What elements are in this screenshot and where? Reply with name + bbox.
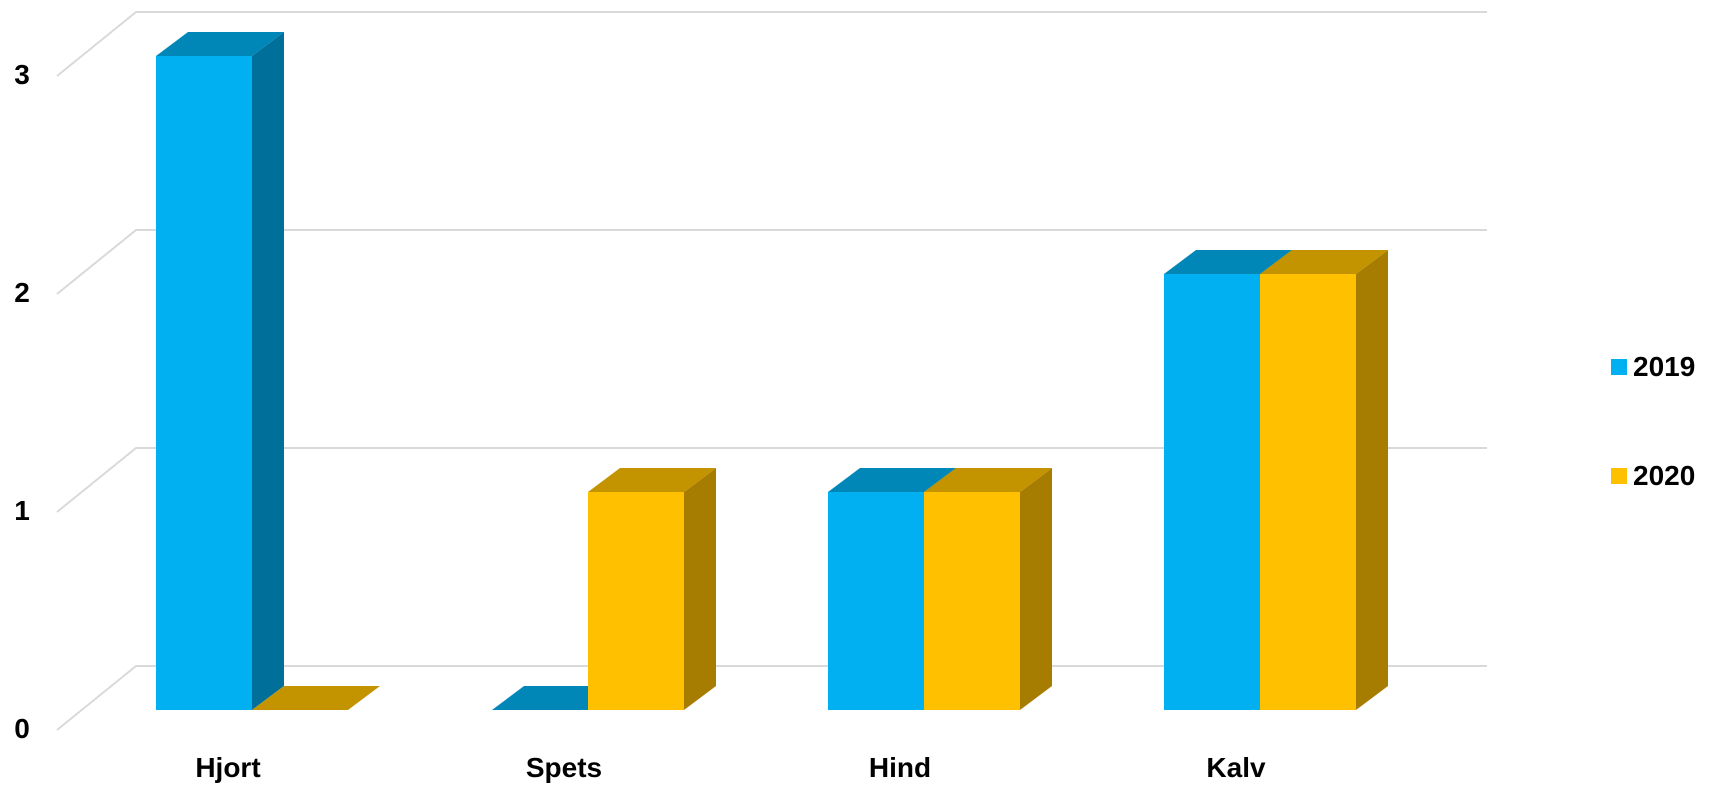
legend-swatch-2020 (1611, 468, 1627, 484)
bar-side-face (684, 468, 716, 710)
x-tick-label: Hind (869, 752, 931, 783)
bar-top-face (1260, 250, 1388, 274)
bar-side-face (1356, 250, 1388, 710)
bar-2020-hjort (252, 686, 380, 710)
y-axis-labels: 0 1 2 3 (14, 59, 30, 744)
bar-2019-hjort (156, 32, 284, 710)
bar-front-face (924, 492, 1020, 710)
y-tick-label: 1 (14, 495, 30, 526)
x-tick-label: Hjort (195, 752, 260, 783)
gridline (56, 11, 1487, 77)
bar-top-face (828, 468, 956, 492)
bars (156, 32, 1388, 710)
bar-top-face (1164, 250, 1292, 274)
bar-front-face (1260, 274, 1356, 710)
bar-top-face (588, 468, 716, 492)
legend: 2019 2020 (1611, 351, 1695, 491)
legend-label-2019: 2019 (1633, 351, 1695, 382)
bar-2020-hind (924, 468, 1052, 710)
bar-front-face (1164, 274, 1260, 710)
bar-front-face (828, 492, 924, 710)
y-tick-label: 0 (14, 713, 30, 744)
gridline (56, 447, 1487, 513)
bar-side-face (252, 32, 284, 710)
gridline (56, 229, 1487, 295)
bar-side-face (1020, 468, 1052, 710)
bar-top-face (924, 468, 1052, 492)
y-tick-label: 2 (14, 277, 30, 308)
bar-2020-kalv (1260, 250, 1388, 710)
bar-top-face (156, 32, 284, 56)
bar-2020-spets (588, 468, 716, 710)
bar-front-face (156, 56, 252, 710)
x-tick-label: Spets (526, 752, 602, 783)
bar-top-face (252, 686, 380, 710)
y-tick-label: 3 (14, 59, 30, 90)
x-axis-labels: Hjort Spets Hind Kalv (195, 752, 1266, 783)
legend-label-2020: 2020 (1633, 460, 1695, 491)
legend-swatch-2019 (1611, 359, 1627, 375)
x-tick-label: Kalv (1206, 752, 1266, 783)
bar-front-face (588, 492, 684, 710)
